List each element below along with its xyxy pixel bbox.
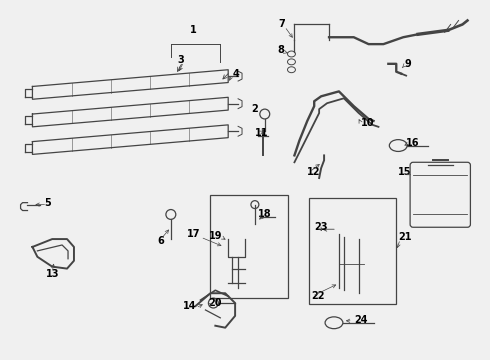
Text: 17: 17 (187, 229, 200, 239)
Bar (309, 198, 396, 304)
Text: 23: 23 (314, 222, 328, 232)
Text: 9: 9 (404, 59, 411, 69)
Text: 4: 4 (232, 69, 239, 79)
Text: 24: 24 (354, 315, 367, 325)
Text: 18: 18 (258, 210, 271, 220)
Text: 16: 16 (406, 138, 419, 148)
Text: 10: 10 (361, 118, 374, 128)
Text: 2: 2 (251, 104, 258, 114)
Text: 20: 20 (208, 298, 222, 308)
Text: 14: 14 (183, 301, 196, 311)
Text: 15: 15 (397, 167, 411, 177)
Text: 11: 11 (255, 128, 269, 138)
Text: 19: 19 (209, 231, 222, 241)
Text: 1: 1 (190, 25, 197, 35)
Text: 22: 22 (311, 291, 325, 301)
Text: 3: 3 (177, 55, 184, 65)
Text: 13: 13 (46, 269, 59, 279)
Text: 12: 12 (307, 167, 321, 177)
Text: 8: 8 (278, 45, 285, 55)
Text: 7: 7 (279, 19, 286, 30)
Text: 5: 5 (44, 198, 51, 208)
Text: 21: 21 (398, 232, 412, 242)
Bar (210, 195, 288, 298)
Text: 6: 6 (158, 236, 164, 246)
